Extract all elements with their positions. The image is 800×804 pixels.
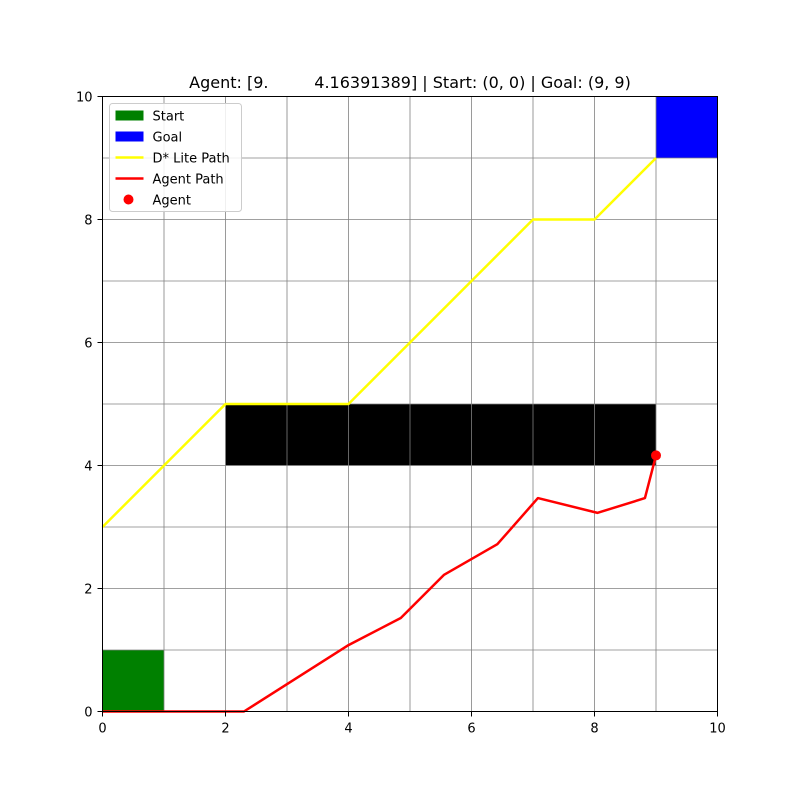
goal-cell bbox=[656, 96, 718, 158]
x-tick-label: 2 bbox=[221, 722, 229, 737]
x-tick-label: 6 bbox=[467, 722, 475, 737]
legend: Start Goal D* Lite Path Agent Path Agent bbox=[109, 103, 242, 212]
agent-path-line bbox=[102, 455, 658, 713]
legend-swatch-agent bbox=[123, 194, 134, 205]
legend-label-goal: Goal bbox=[153, 131, 183, 146]
legend-label-d-lite-path: D* Lite Path bbox=[153, 152, 230, 167]
y-tick-label: 6 bbox=[84, 337, 92, 352]
x-tick-label: 0 bbox=[98, 722, 106, 737]
y-tick-label: 2 bbox=[84, 583, 92, 598]
obstacle-cell bbox=[225, 404, 656, 466]
series-layer bbox=[101, 157, 661, 713]
start-cell bbox=[102, 650, 164, 712]
y-tick-label: 8 bbox=[84, 214, 92, 229]
legend-label-start: Start bbox=[153, 110, 185, 125]
cells-layer bbox=[102, 96, 718, 712]
y-tick-label: 0 bbox=[84, 706, 92, 721]
legend-label-agent: Agent bbox=[153, 194, 191, 209]
legend-box bbox=[109, 103, 242, 212]
axes-layer: 0 2 4 6 8 10 0 2 4 6 8 10 bbox=[76, 91, 726, 737]
x-tick-label: 4 bbox=[344, 722, 352, 737]
legend-swatch-goal bbox=[115, 131, 144, 142]
d-lite-path-line bbox=[101, 157, 657, 528]
x-tick-label: 8 bbox=[590, 722, 598, 737]
chart-title: Agent: [9. 4.16391389] | Start: (0, 0) |… bbox=[189, 73, 631, 92]
legend-swatch-start bbox=[115, 110, 144, 121]
agent-marker bbox=[651, 450, 661, 461]
y-tick-label: 10 bbox=[76, 91, 93, 106]
plot-frame bbox=[102, 96, 718, 712]
y-tick-label: 4 bbox=[84, 460, 92, 475]
legend-label-agent-path: Agent Path bbox=[153, 173, 224, 188]
x-tick-label: 10 bbox=[709, 722, 726, 737]
